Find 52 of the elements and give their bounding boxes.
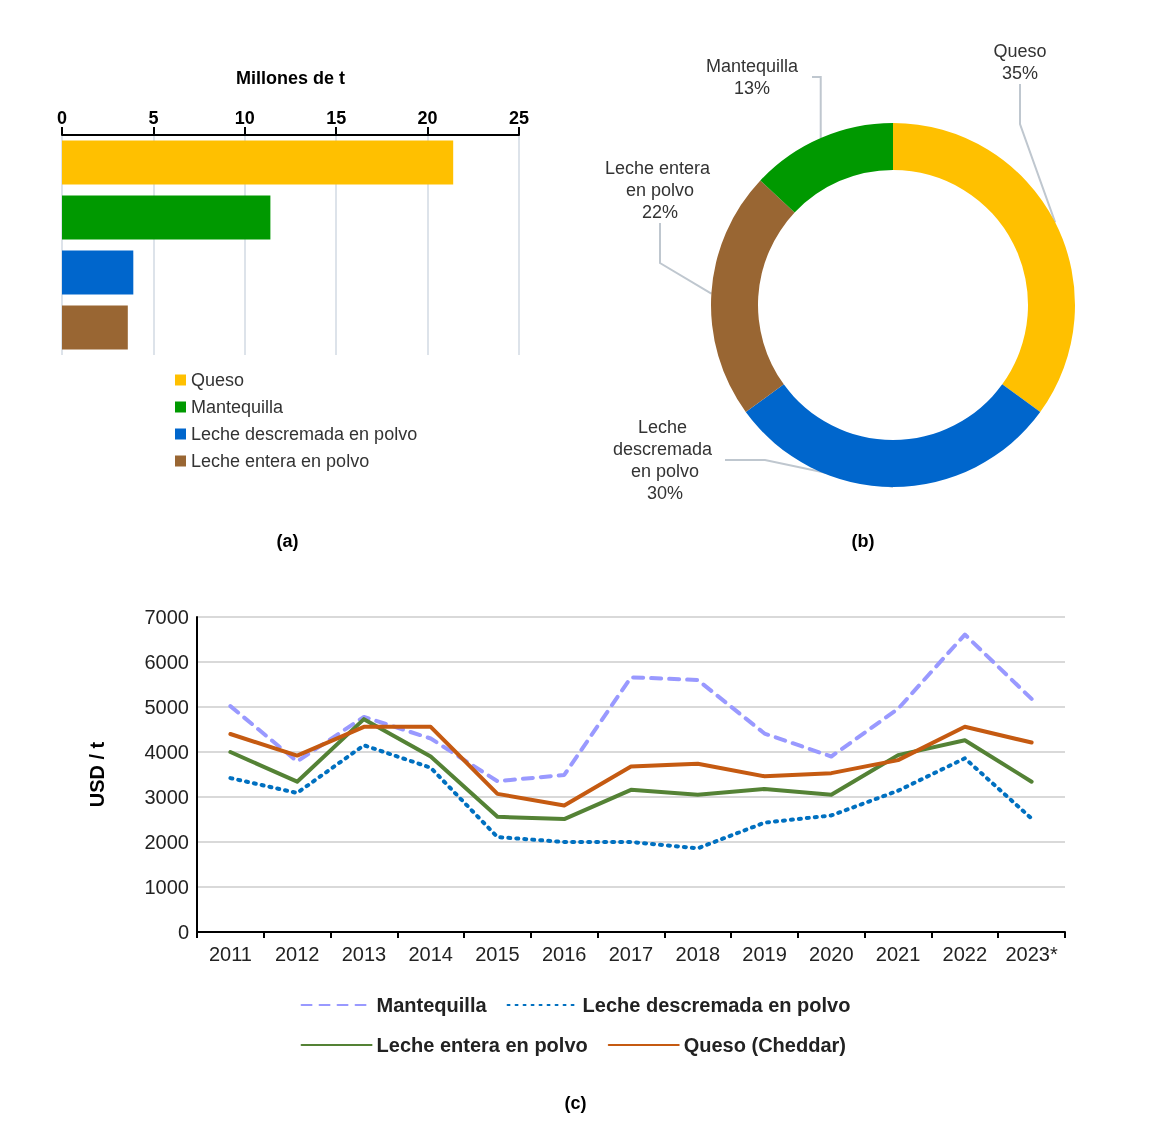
slice-label: Queso [993,41,1047,61]
y-tick-label: 3000 [144,786,189,808]
x-tick-label: 2013 [341,943,387,965]
slice-label: Mantequilla [705,56,800,76]
x-axis-title: Millones de t [235,68,346,88]
x-tick-label: 20 [417,108,438,128]
x-tick-label: 0 [56,108,68,128]
x-tick-label: 2020 [809,943,854,965]
legend-label: Queso [191,370,245,390]
line-series [228,632,1034,784]
slice-label: Leche descremada en polvo [612,417,718,481]
y-tick-label: 2000 [144,831,189,853]
text: (a) [276,531,299,551]
slice-label: Leche entera en polvo [604,158,716,200]
x-tick-label: 25 [508,108,530,128]
x-tick-label: 10 [234,108,255,128]
x-tick-label: 2012 [274,943,320,965]
legend-label: Leche entera en polvo [376,1034,588,1056]
x-tick-label: 2017 [608,943,654,965]
data-label: 30% [646,483,684,503]
line-series [228,743,1034,851]
x-tick-label: 2018 [675,943,721,965]
legend-label: Leche descremada en polvo [191,424,418,444]
x-tick-label: 15 [326,108,347,128]
x-tick-label: 5 [148,108,159,128]
y-tick-label: 7000 [144,606,189,628]
x-tick-label: 2019 [742,943,787,965]
y-axis-title: USD / t [86,741,108,808]
legend-label: Mantequilla [376,994,488,1016]
x-tick-label: 2014 [408,943,453,965]
line-series [228,724,1034,808]
text: (c) [564,1093,587,1113]
data-label: 13% [733,78,771,98]
y-tick-label: 5000 [144,696,189,718]
legend-label: Mantequilla [191,397,285,417]
x-tick-label: 2015 [475,943,520,965]
x-tick-label: 2011 [208,943,252,965]
y-tick-label: 4000 [144,741,189,763]
y-tick-label: 6000 [144,651,189,673]
legend-label: Queso (Cheddar) [683,1034,846,1056]
x-tick-label: 2022 [942,943,988,965]
data-label: 22% [641,202,679,222]
legend-label: Leche descremada en polvo [582,994,851,1016]
x-tick-label: 2016 [541,943,587,965]
x-tick-label: 2021 [875,943,921,965]
y-tick-label: 1000 [144,876,189,898]
line-series [228,717,1034,822]
text: (b) [851,531,875,551]
x-tick-label: 2023* [1005,943,1058,965]
y-tick-label: 0 [177,921,189,943]
legend-label: Leche entera en polvo [191,451,370,471]
data-label: 35% [1001,63,1039,83]
